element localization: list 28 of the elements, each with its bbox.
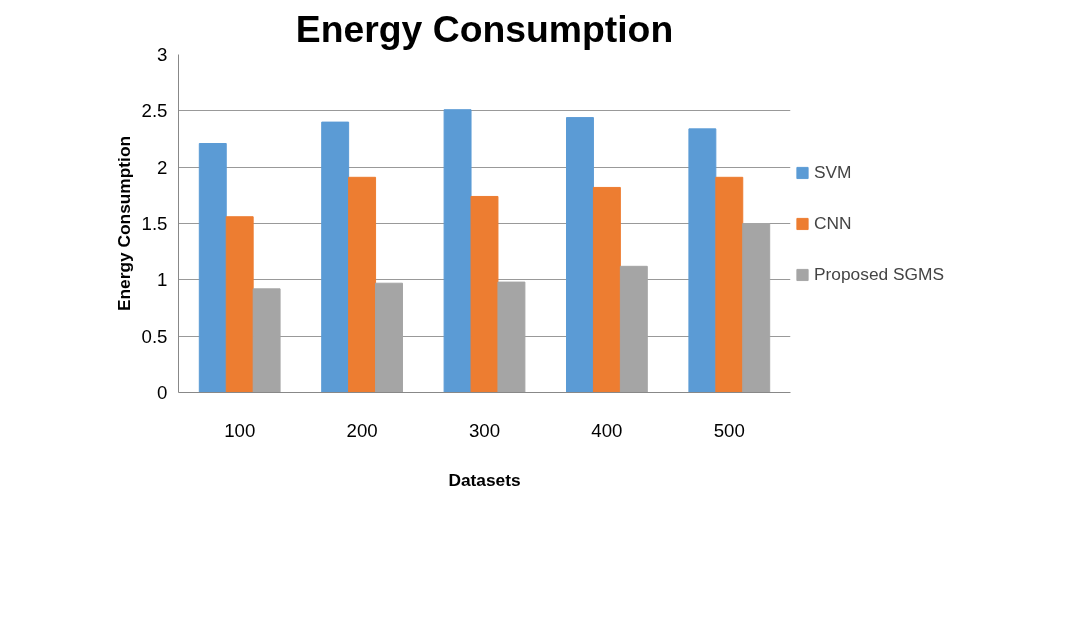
x-tick-label: 300: [468, 419, 501, 441]
bar: [592, 186, 621, 393]
bar: [688, 128, 717, 393]
legend-label: Proposed SGMS: [814, 263, 945, 285]
bar: [198, 143, 227, 393]
y-tick-label: 3: [157, 44, 168, 65]
y-tick-label: 1.5: [141, 213, 168, 234]
y-tick-label: 2.5: [141, 100, 168, 122]
x-tick-label: 400: [591, 419, 623, 441]
chart-title: Energy Consumption: [295, 7, 674, 50]
y-tick-label: 1: [157, 269, 168, 291]
x-axis-title: Datasets: [448, 469, 521, 490]
bar: [225, 216, 254, 393]
y-tick-label: 0: [157, 382, 168, 403]
x-tick-label: 500: [713, 419, 745, 441]
legend-label: SVM: [814, 161, 852, 183]
bar: [321, 121, 350, 393]
y-axis-title: Energy Consumption: [113, 135, 134, 312]
x-tick-label: 100: [224, 419, 256, 441]
y-tick-label: 2: [157, 156, 168, 178]
bar: [715, 176, 744, 393]
bar: [348, 176, 377, 393]
bar: [470, 195, 499, 393]
x-tick-label: 200: [346, 419, 378, 441]
legend-label: CNN: [814, 212, 852, 234]
bar: [566, 117, 594, 393]
y-tick-label: 0.5: [141, 325, 168, 347]
bar: [443, 109, 472, 393]
